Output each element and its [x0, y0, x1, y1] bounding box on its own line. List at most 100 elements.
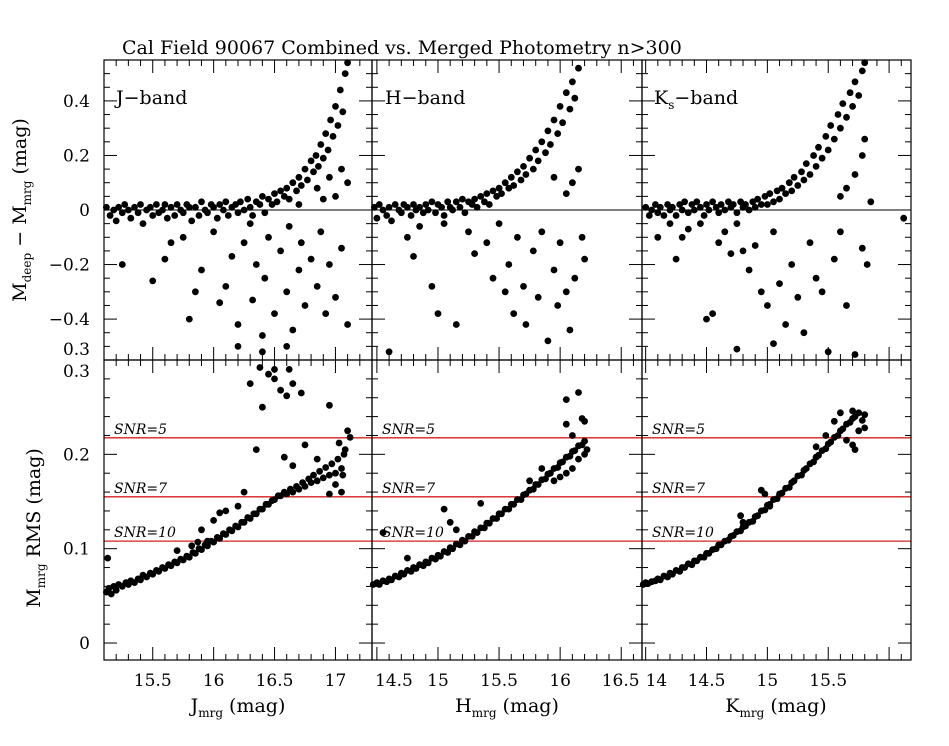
data-point [304, 176, 311, 184]
x-tick-label: 17 [325, 671, 347, 691]
data-point [310, 168, 317, 176]
data-point [522, 171, 530, 178]
data-point [581, 437, 588, 445]
data-point [782, 190, 789, 198]
x-tick-label: 15.5 [809, 671, 847, 691]
data-point [571, 447, 579, 454]
snr-label: SNR=7 [652, 481, 705, 497]
data-point [900, 214, 908, 222]
data-point [843, 302, 850, 309]
data-point [216, 509, 224, 517]
data-point [240, 488, 248, 496]
data-point [542, 149, 549, 157]
data-point [397, 209, 405, 217]
data-point [751, 242, 759, 249]
data-point [375, 201, 383, 208]
x-tick-label: 16.5 [256, 671, 294, 691]
y-axis-label-top: Mdeep − Mmrg (mag) [9, 118, 34, 302]
data-point [149, 212, 157, 219]
data-point [332, 469, 339, 477]
data-point [103, 203, 110, 211]
data-point [785, 179, 793, 187]
data-point [118, 209, 126, 217]
data-point [283, 392, 291, 400]
data-point [388, 217, 395, 225]
data-point [332, 103, 339, 110]
data-point [289, 462, 297, 470]
x-tick-label: 14 [646, 671, 668, 691]
data-point [566, 326, 574, 334]
data-point [554, 130, 562, 138]
data-point [830, 417, 838, 425]
data-point [222, 283, 230, 290]
data-point [312, 152, 320, 159]
data-point [684, 225, 692, 233]
data-point [514, 233, 521, 241]
data-point [477, 500, 485, 507]
data-point [210, 538, 218, 546]
data-point [422, 201, 430, 208]
data-point [483, 239, 491, 247]
data-point [812, 274, 820, 282]
data-point [252, 446, 260, 453]
data-point [310, 471, 317, 479]
snr-label: SNR=7 [382, 481, 435, 497]
data-point [562, 420, 570, 428]
data-point [861, 424, 869, 432]
data-point [127, 214, 135, 222]
data-point [776, 280, 783, 287]
data-point [510, 182, 518, 189]
data-point [317, 228, 325, 236]
figure-title: Cal Field 90067 Combined vs. Merged Phot… [122, 37, 682, 59]
data-point [733, 220, 741, 228]
data-point [800, 329, 808, 337]
data-point [794, 293, 802, 301]
data-point [297, 182, 305, 189]
data-point [678, 206, 686, 214]
data-point [344, 179, 351, 187]
data-point [118, 261, 126, 268]
x-tick-label: 14.5 [688, 671, 726, 691]
data-point [391, 201, 399, 208]
data-point [569, 432, 576, 439]
data-point [134, 209, 142, 217]
data-point [473, 203, 481, 211]
data-point [684, 209, 692, 217]
data-point [705, 206, 713, 214]
data-point [339, 108, 347, 116]
panel-h-rms: SNR=5 SNR=7 SNR=10 [369, 359, 643, 661]
data-point [289, 380, 297, 387]
data-point [316, 467, 323, 475]
data-point [556, 103, 564, 110]
y-tick-label: 0.2 [63, 146, 90, 166]
data-point [339, 471, 347, 479]
data-point [571, 274, 579, 282]
data-point [204, 209, 211, 217]
data-point [424, 559, 432, 567]
y-tick-label: −0.4 [49, 310, 90, 330]
data-point [332, 481, 339, 488]
data-point [404, 554, 411, 562]
data-point [222, 531, 230, 538]
data-point [428, 198, 436, 206]
data-point [216, 299, 224, 307]
data-point [645, 212, 653, 219]
data-point [843, 436, 850, 444]
data-point [171, 212, 179, 219]
data-point [656, 203, 664, 211]
x-tick-label: 16.5 [602, 671, 640, 691]
data-point [161, 201, 169, 208]
data-point [855, 409, 863, 417]
data-point [510, 500, 518, 508]
data-point [790, 173, 798, 181]
data-point [802, 160, 810, 168]
data-point [672, 255, 680, 263]
y-tick-label: 0.3 [63, 362, 90, 382]
data-point [751, 203, 759, 211]
data-point [745, 266, 753, 274]
data-point [301, 302, 309, 309]
data-point [336, 86, 344, 94]
data-point [858, 152, 866, 159]
x-tick-label: 15 [757, 671, 779, 691]
